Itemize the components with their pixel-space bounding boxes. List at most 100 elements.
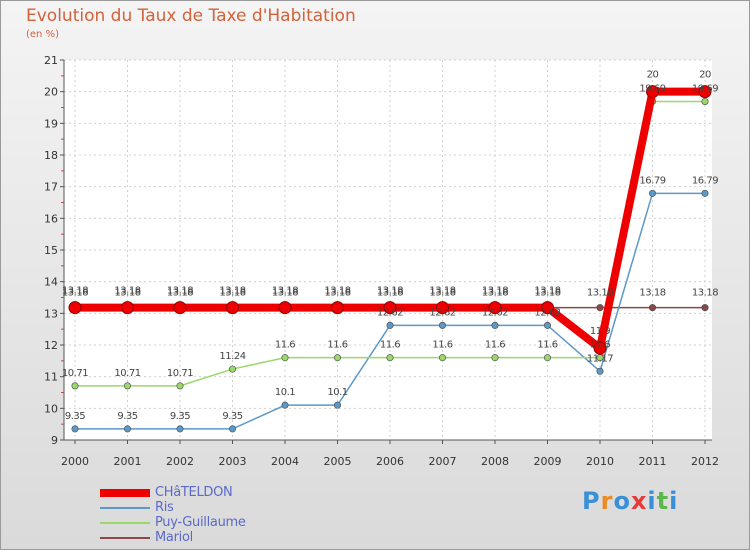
data-point-ch-teldon <box>436 301 449 315</box>
data-label-ch-teldon: 13.18 <box>114 286 140 297</box>
data-point-puy-guillaume <box>281 354 289 362</box>
data-point-puy-guillaume <box>229 365 237 373</box>
data-label-ch-teldon: 13.18 <box>219 286 245 297</box>
x-tick-label: 2012 <box>691 455 719 468</box>
x-tick-label: 2003 <box>219 455 247 468</box>
data-point-ch-teldon <box>541 301 554 315</box>
data-label-puy-guillaume: 11.6 <box>537 340 557 351</box>
data-label-mariol: 13.18 <box>534 288 560 299</box>
legend-label-ris: Ris <box>155 500 174 515</box>
y-tick-label: 13 <box>44 307 58 320</box>
data-point-ch-teldon <box>488 301 502 315</box>
data-label-ch-teldon: 11.9 <box>590 326 610 337</box>
logo-letter: r <box>600 487 614 515</box>
data-label-mariol: 13.18 <box>114 288 140 299</box>
data-label-mariol: 13.18 <box>219 288 245 299</box>
data-point-ch-teldon <box>68 301 82 315</box>
proxiti-logo: Proxiti <box>582 487 678 515</box>
legend-label-puy-guillaume: Puy-Guillaume <box>155 515 246 530</box>
data-point-ch-teldon <box>173 301 187 315</box>
data-label-ris: 9.35 <box>65 411 85 422</box>
x-tick-label: 2011 <box>639 455 667 468</box>
legend-label-chateldon: CHâTELDON <box>155 485 233 500</box>
y-tick-label: 20 <box>44 86 58 99</box>
data-point-ch-teldon <box>698 85 712 99</box>
data-label-mariol: 13.18 <box>62 288 88 299</box>
data-label-ch-teldon: 13.18 <box>62 286 88 297</box>
data-label-ch-teldon: 13.18 <box>377 286 403 297</box>
data-point-puy-guillaume <box>333 354 341 362</box>
data-point-ris <box>701 189 709 197</box>
data-label-puy-guillaume: 19.69 <box>692 83 718 94</box>
data-label-ris: 11.17 <box>587 353 613 364</box>
x-tick-label: 2001 <box>114 455 142 468</box>
data-label-ch-teldon: 20 <box>699 70 711 81</box>
data-point-ris <box>438 321 446 329</box>
y-tick-label: 10 <box>44 402 58 415</box>
data-label-mariol: 13.18 <box>167 288 193 299</box>
data-label-ris: 10.1 <box>327 387 347 398</box>
data-point-mariol <box>596 304 604 312</box>
legend-item-puy-guillaume: Puy-Guillaume <box>100 515 246 530</box>
data-point-ch-teldon <box>121 301 134 315</box>
data-label-ch-teldon: 13.18 <box>534 286 560 297</box>
y-tick-label: 21 <box>44 54 58 67</box>
x-tick-label: 2009 <box>534 455 562 468</box>
data-label-ch-teldon: 13.18 <box>324 286 350 297</box>
data-label-ris: 16.79 <box>692 175 718 186</box>
x-tick-label: 2002 <box>166 455 194 468</box>
data-label-puy-guillaume: 19.69 <box>639 83 665 94</box>
data-point-ris <box>71 425 79 433</box>
data-label-mariol: 13.18 <box>324 288 350 299</box>
legend-swatch-puy-guillaume <box>100 521 150 524</box>
y-tick-label: 12 <box>44 339 58 352</box>
data-label-puy-guillaume: 11.6 <box>380 340 400 351</box>
logo-letter: P <box>582 487 601 515</box>
chart-subtitle: (en %) <box>26 29 59 40</box>
data-label-mariol: 13.18 <box>639 288 665 299</box>
x-tick-label: 2005 <box>324 455 352 468</box>
logo-letter: o <box>613 487 631 515</box>
data-point-ch-teldon <box>646 85 659 99</box>
data-label-ch-teldon: 13.18 <box>429 286 455 297</box>
data-label-ch-teldon: 20 <box>647 70 659 81</box>
data-point-ris <box>596 367 604 375</box>
data-label-mariol: 13.18 <box>429 288 455 299</box>
legend-item-mariol: Mariol <box>100 530 246 545</box>
y-tick-label: 18 <box>44 149 58 162</box>
data-label-puy-guillaume: 11.24 <box>219 351 245 362</box>
data-point-ris <box>281 401 289 409</box>
legend: CHâTELDON Ris Puy-Guillaume Mariol <box>100 485 246 545</box>
data-label-ris: 12.62 <box>482 307 508 318</box>
legend-swatch-mariol <box>100 536 150 539</box>
legend-label-mariol: Mariol <box>155 530 193 545</box>
logo-letter: i <box>647 487 657 515</box>
data-label-mariol: 13.18 <box>377 288 403 299</box>
data-point-ch-teldon <box>278 301 292 315</box>
data-point-ch-teldon <box>331 301 344 315</box>
data-point-puy-guillaume <box>386 354 394 362</box>
data-label-ris: 12.62 <box>377 307 403 318</box>
data-label-mariol: 13.18 <box>692 288 718 299</box>
data-label-ch-teldon: 13.18 <box>167 286 193 297</box>
data-point-puy-guillaume <box>543 354 551 362</box>
legend-item-ris: Ris <box>100 500 246 515</box>
x-tick-label: 2006 <box>376 455 404 468</box>
data-label-puy-guillaume: 10.71 <box>62 368 88 379</box>
data-point-puy-guillaume <box>491 354 499 362</box>
data-point-puy-guillaume <box>124 382 132 390</box>
x-tick-label: 2008 <box>481 455 509 468</box>
data-label-puy-guillaume: 10.71 <box>114 368 140 379</box>
logo-letter: x <box>630 487 648 515</box>
y-tick-label: 9 <box>51 434 58 447</box>
data-label-puy-guillaume: 11.6 <box>432 340 452 351</box>
data-label-puy-guillaume: 11.6 <box>485 340 505 351</box>
data-point-ris <box>333 401 341 409</box>
data-label-ch-teldon: 13.18 <box>272 286 298 297</box>
data-label-mariol: 13.18 <box>482 288 508 299</box>
y-tick-label: 19 <box>44 117 58 130</box>
data-label-ris: 10.1 <box>275 387 295 398</box>
y-tick-label: 15 <box>44 244 58 257</box>
data-point-ch-teldon <box>383 301 397 315</box>
data-point-ch-teldon <box>226 301 239 315</box>
